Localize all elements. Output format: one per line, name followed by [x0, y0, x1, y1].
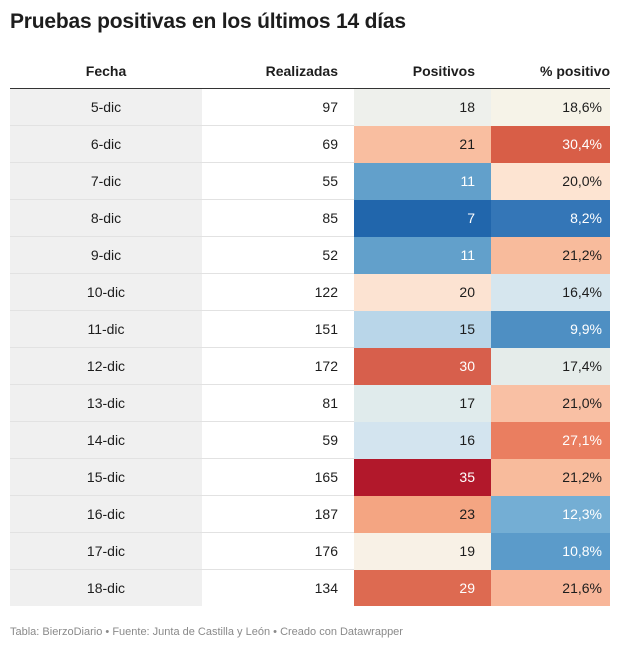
cell-pct-positivo: 21,2%	[491, 458, 610, 496]
cell-realizadas: 151	[202, 310, 354, 348]
cell-pct-positivo: 17,4%	[491, 347, 610, 385]
footer-separator: •	[105, 626, 110, 638]
footer: Tabla: BierzoDiario • Fuente: Junta de C…	[10, 626, 403, 638]
cell-realizadas: 122	[202, 273, 354, 311]
cell-positivos: 15	[354, 310, 491, 348]
table-row: 9-dic 52 11 21,2%	[10, 236, 610, 274]
cell-positivos: 11	[354, 236, 491, 274]
table-row: 16-dic 187 23 12,3%	[10, 495, 610, 533]
cell-positivos: 21	[354, 125, 491, 163]
table-row: 6-dic 69 21 30,4%	[10, 125, 610, 163]
cell-fecha: 17-dic	[10, 532, 202, 570]
cell-fecha: 10-dic	[10, 273, 202, 311]
cell-realizadas: 172	[202, 347, 354, 385]
footer-source-label: Tabla: BierzoDiario	[10, 626, 103, 638]
cell-positivos: 30	[354, 347, 491, 385]
cell-positivos: 29	[354, 569, 491, 606]
cell-fecha: 9-dic	[10, 236, 202, 274]
cell-pct-positivo: 21,6%	[491, 569, 610, 606]
footer-fuente: Fuente: Junta de Castilla y León	[112, 626, 271, 638]
table-row: 12-dic 172 30 17,4%	[10, 347, 610, 385]
cell-fecha: 15-dic	[10, 458, 202, 496]
table-row: 7-dic 55 11 20,0%	[10, 162, 610, 200]
cell-fecha: 16-dic	[10, 495, 202, 533]
cell-fecha: 18-dic	[10, 569, 202, 606]
cell-realizadas: 81	[202, 384, 354, 422]
cell-fecha: 14-dic	[10, 421, 202, 459]
cell-pct-positivo: 10,8%	[491, 532, 610, 570]
table-row: 17-dic 176 19 10,8%	[10, 532, 610, 570]
table-row: 10-dic 122 20 16,4%	[10, 273, 610, 311]
cell-fecha: 6-dic	[10, 125, 202, 163]
table-row: 18-dic 134 29 21,6%	[10, 569, 610, 606]
cell-realizadas: 97	[202, 88, 354, 126]
table-row: 15-dic 165 35 21,2%	[10, 458, 610, 496]
table-row: 11-dic 151 15 9,9%	[10, 310, 610, 348]
chart-title: Pruebas positivas en los últimos 14 días	[10, 10, 406, 33]
cell-realizadas: 55	[202, 162, 354, 200]
cell-positivos: 35	[354, 458, 491, 496]
cell-positivos: 7	[354, 199, 491, 237]
cell-realizadas: 69	[202, 125, 354, 163]
cell-pct-positivo: 30,4%	[491, 125, 610, 163]
cell-fecha: 8-dic	[10, 199, 202, 237]
cell-positivos: 20	[354, 273, 491, 311]
cell-positivos: 19	[354, 532, 491, 570]
header-fecha[interactable]: Fecha	[10, 54, 202, 89]
cell-realizadas: 52	[202, 236, 354, 274]
cell-positivos: 11	[354, 162, 491, 200]
footer-separator: •	[273, 626, 277, 638]
cell-fecha: 5-dic	[10, 88, 202, 126]
cell-fecha: 11-dic	[10, 310, 202, 348]
header-pct-positivo[interactable]: % positivo	[491, 54, 610, 89]
cell-fecha: 7-dic	[10, 162, 202, 200]
header-positivos[interactable]: Positivos	[354, 54, 491, 89]
footer-credit: Creado con Datawrapper	[280, 626, 403, 638]
cell-pct-positivo: 16,4%	[491, 273, 610, 311]
cell-realizadas: 134	[314, 580, 338, 596]
table-row: 13-dic 81 17 21,0%	[10, 384, 610, 422]
positives-table: Fecha Realizadas Positivos % positivo 5-…	[10, 54, 610, 606]
cell-pct-positivo: 12,3%	[491, 495, 610, 533]
cell-realizadas: 59	[202, 421, 354, 459]
cell-realizadas: 85	[202, 199, 354, 237]
cell-pct-positivo: 18,6%	[491, 88, 610, 126]
cell-pct-positivo: 27,1%	[491, 421, 610, 459]
cell-realizadas: 165	[202, 458, 354, 496]
cell-pct-positivo: 8,2%	[491, 199, 610, 237]
table-row: 5-dic 97 18 18,6%	[10, 88, 610, 126]
cell-fecha: 12-dic	[10, 347, 202, 385]
cell-positivos: 23	[354, 495, 491, 533]
cell-pct-positivo: 9,9%	[491, 310, 610, 348]
cell-fecha: 13-dic	[10, 384, 202, 422]
table-row: 14-dic 59 16 27,1%	[10, 421, 610, 459]
cell-realizadas: 187	[202, 495, 354, 533]
cell-positivos: 18	[354, 88, 491, 126]
table-header-row: Fecha Realizadas Positivos % positivo	[10, 54, 610, 89]
header-realizadas[interactable]: Realizadas	[202, 54, 354, 89]
cell-pct-positivo: 21,0%	[491, 384, 610, 422]
cell-pct-positivo: 20,0%	[491, 162, 610, 200]
cell-positivos: 17	[354, 384, 491, 422]
table-row: 8-dic 85 7 8,2%	[10, 199, 610, 237]
table-body: 5-dic 97 18 18,6% 6-dic 69 21 30,4% 7-dic 55 11 20,…	[10, 88, 610, 606]
cell-positivos: 16	[354, 421, 491, 459]
cell-realizadas: 176	[202, 532, 354, 570]
cell-pct-positivo: 21,2%	[491, 236, 610, 274]
